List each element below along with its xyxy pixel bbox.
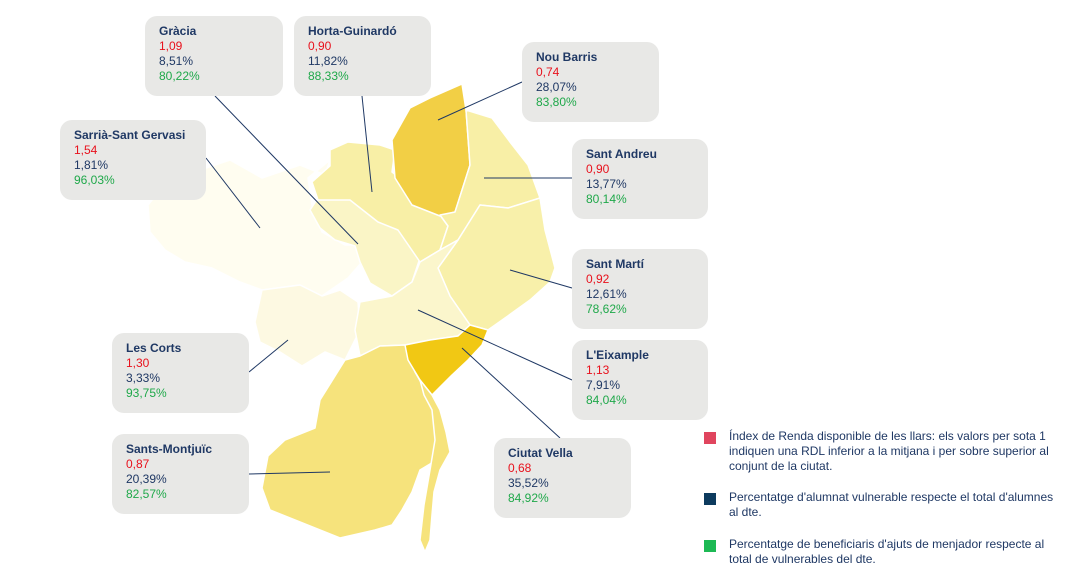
legend-swatch-navy <box>704 493 716 505</box>
district-rdl: 1,13 <box>586 363 610 377</box>
legend-item-beneficiaries: Percentatge de beneficiaris d'ajuts de m… <box>704 537 1064 567</box>
legend-item-rdl: Índex de Renda disponible de les llars: … <box>704 429 1064 474</box>
district-label-sant-andreu: Sant Andreu 0,90 13,77% 80,14% <box>572 139 708 219</box>
district-rdl: 0,90 <box>586 162 610 176</box>
district-rdl: 1,54 <box>74 143 98 157</box>
district-area-ciutat-vella <box>404 324 489 396</box>
district-rdl: 1,09 <box>159 39 183 53</box>
district-name: Sant Andreu <box>586 147 657 161</box>
district-rdl: 0,68 <box>508 461 532 475</box>
district-beneficiaries: 80,22% <box>159 69 200 83</box>
district-beneficiaries: 83,80% <box>536 95 577 109</box>
district-vulnerable: 1,81% <box>74 158 109 172</box>
leader-line-eixample <box>417 309 573 381</box>
district-beneficiaries: 88,33% <box>308 69 349 83</box>
district-rdl: 0,74 <box>536 65 560 79</box>
district-name: Sarrià-Sant Gervasi <box>74 128 186 142</box>
district-beneficiaries: 78,62% <box>586 302 627 316</box>
district-vulnerable: 7,91% <box>586 378 621 392</box>
district-beneficiaries: 96,03% <box>74 173 115 187</box>
district-vulnerable: 3,33% <box>126 371 161 385</box>
district-name: Sants-Montjuïc <box>126 442 212 456</box>
district-name: Sant Martí <box>586 257 645 271</box>
legend-text: Índex de Renda disponible de les llars: … <box>729 429 1049 473</box>
district-beneficiaries: 82,57% <box>126 487 167 501</box>
district-label-gracia: Gràcia 1,09 8,51% 80,22% <box>145 16 283 96</box>
district-label-sant-marti: Sant Martí 0,92 12,61% 78,62% <box>572 249 708 329</box>
district-name: Nou Barris <box>536 50 598 64</box>
district-label-les-corts: Les Corts 1,30 3,33% 93,75% <box>112 333 249 413</box>
legend-text: Percentatge d'alumnat vulnerable respect… <box>729 490 1054 519</box>
district-vulnerable: 11,82% <box>308 54 348 68</box>
district-vulnerable: 8,51% <box>159 54 194 68</box>
leader-line-ciutat-vella <box>461 347 561 439</box>
district-label-sarria-sant-gervasi: Sarrià-Sant Gervasi 1,54 1,81% 96,03% <box>60 120 206 200</box>
leader-line-horta <box>361 95 373 193</box>
legend-text: Percentatge de beneficiaris d'ajuts de m… <box>729 537 1045 566</box>
district-beneficiaries: 93,75% <box>126 386 167 400</box>
district-rdl: 0,87 <box>126 457 150 471</box>
district-name: Horta-Guinardó <box>308 24 397 38</box>
district-vulnerable: 13,77% <box>586 177 627 191</box>
district-beneficiaries: 84,92% <box>508 491 549 505</box>
district-name: Les Corts <box>126 341 182 355</box>
leader-line-sants <box>248 471 331 475</box>
district-area-port <box>419 379 451 553</box>
district-vulnerable: 20,39% <box>126 472 167 486</box>
district-name: Ciutat Vella <box>508 446 573 460</box>
leader-line-gracia <box>214 95 359 245</box>
district-rdl: 0,90 <box>308 39 332 53</box>
district-beneficiaries: 84,04% <box>586 393 627 407</box>
district-beneficiaries: 80,14% <box>586 192 627 206</box>
district-vulnerable: 28,07% <box>536 80 577 94</box>
district-name: L'Eixample <box>586 348 649 362</box>
district-label-nou-barris: Nou Barris 0,74 28,07% 83,80% <box>522 42 659 122</box>
district-label-eixample: L'Eixample 1,13 7,91% 84,04% <box>572 340 708 420</box>
district-label-ciutat-vella: Ciutat Vella 0,68 35,52% 84,92% <box>494 438 631 518</box>
district-label-sants-montjuic: Sants-Montjuïc 0,87 20,39% 82,57% <box>112 434 249 514</box>
legend-swatch-green <box>704 540 716 552</box>
district-label-horta-guinardo: Horta-Guinardó 0,90 11,82% 88,33% <box>294 16 431 96</box>
leader-line-nou-barris <box>437 81 523 121</box>
district-vulnerable: 35,52% <box>508 476 549 490</box>
district-name: Gràcia <box>159 24 197 38</box>
district-rdl: 1,30 <box>126 356 150 370</box>
leader-line-sarria <box>205 157 261 229</box>
district-vulnerable: 12,61% <box>586 287 627 301</box>
district-rdl: 0,92 <box>586 272 610 286</box>
legend-swatch-red <box>704 432 716 444</box>
leader-line-les-corts <box>248 339 289 373</box>
legend-item-vulnerable: Percentatge d'alumnat vulnerable respect… <box>704 490 1064 520</box>
leader-line-sant-marti <box>509 269 573 289</box>
